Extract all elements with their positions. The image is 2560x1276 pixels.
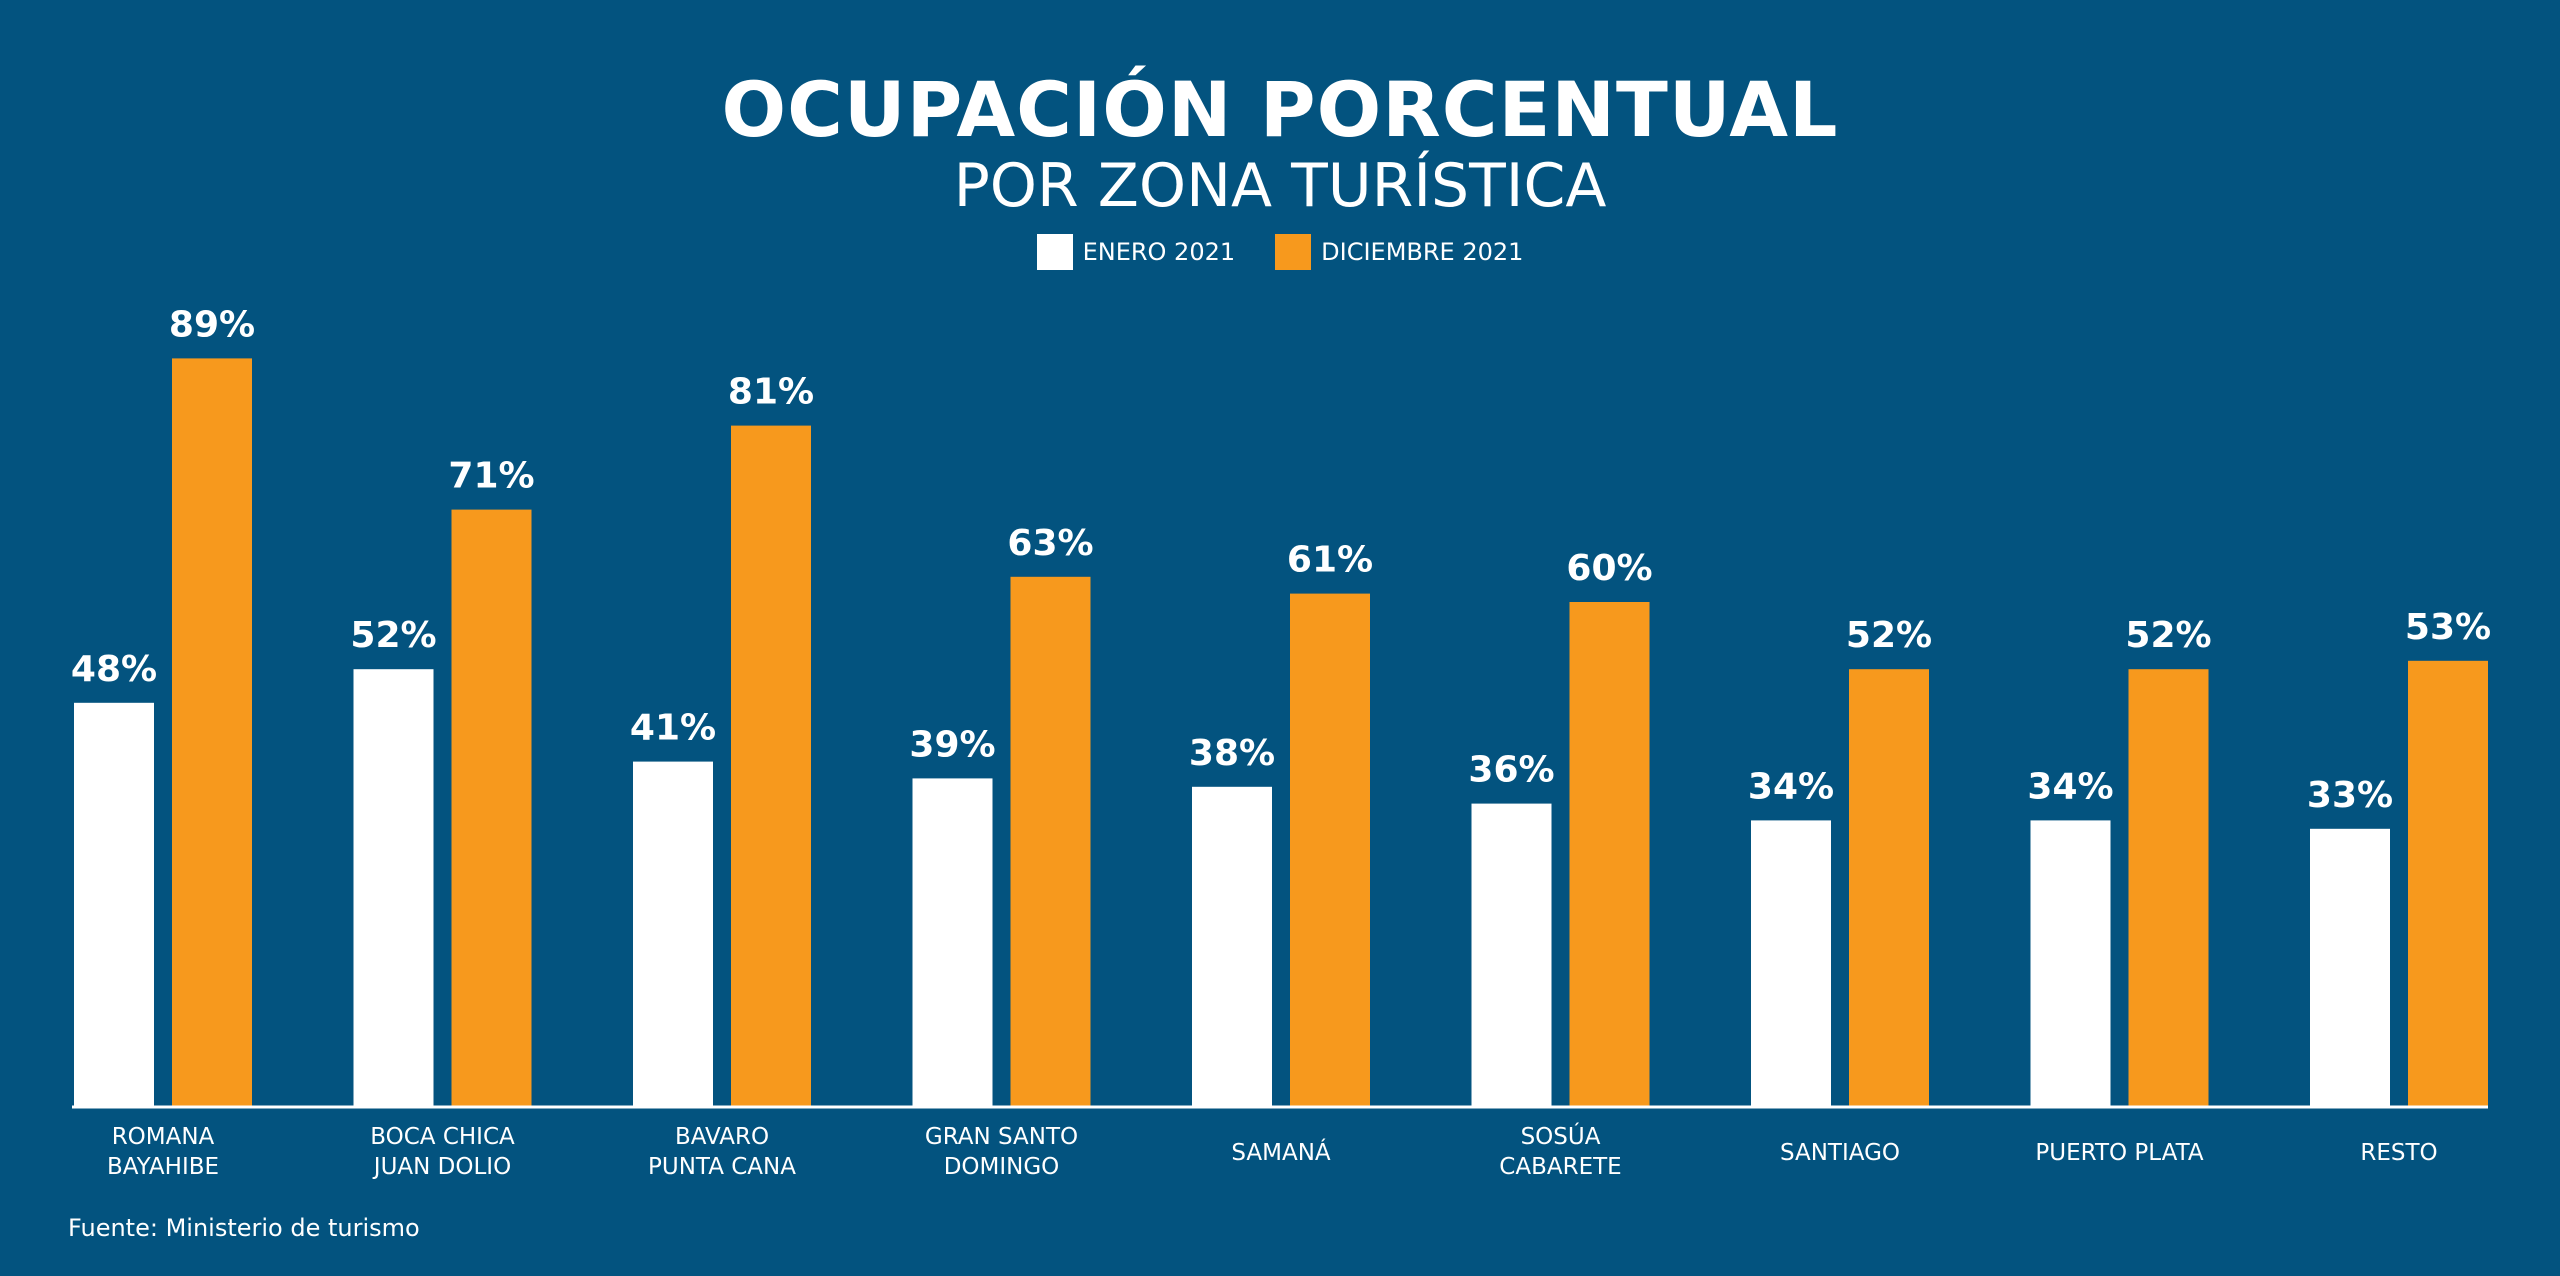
data-label-enero-8: 33%	[2307, 775, 2393, 816]
data-label-enero-4: 38%	[1189, 733, 1275, 774]
data-label-diciembre-8: 53%	[2405, 607, 2491, 648]
bar-diciembre-7	[2128, 669, 2209, 1106]
data-label-diciembre-4: 61%	[1287, 540, 1373, 581]
bar-enero-2	[633, 761, 713, 1106]
category-label-1-0: BOCA CHICA	[370, 1124, 515, 1150]
category-label-0-1: BAYAHIBE	[107, 1154, 219, 1180]
bar-enero-8	[2310, 828, 2390, 1106]
bar-enero-6	[1751, 820, 1831, 1106]
data-label-enero-3: 39%	[909, 724, 995, 765]
category-label-5-1: CABARETE	[1499, 1154, 1621, 1180]
category-label-4-0: SAMANÁ	[1231, 1138, 1331, 1166]
data-label-enero-6: 34%	[1748, 766, 1834, 807]
bar-diciembre-8	[2408, 660, 2488, 1106]
category-label-5-0: SOSÚA	[1521, 1122, 1601, 1150]
bar-diciembre-0	[172, 358, 252, 1106]
data-label-diciembre-1: 71%	[448, 456, 534, 497]
bar-diciembre-2	[731, 425, 811, 1107]
bar-diciembre-6	[1849, 669, 1929, 1106]
legend-swatch-enero	[1036, 234, 1073, 270]
source-note: Fuente: Ministerio de turismo	[68, 1214, 420, 1242]
legend-item-enero: ENERO 2021	[1036, 234, 1236, 270]
legend-swatch-diciembre	[1275, 234, 1312, 270]
category-label-2-0: BAVARO	[675, 1124, 769, 1150]
bar-diciembre-3	[1010, 576, 1091, 1106]
category-label-0-0: ROMANA	[112, 1124, 215, 1150]
data-label-diciembre-0: 89%	[169, 304, 255, 345]
data-label-diciembre-3: 63%	[1007, 523, 1093, 564]
data-label-enero-5: 36%	[1468, 750, 1554, 791]
bar-enero-7	[2030, 820, 2111, 1106]
category-label-8-0: RESTO	[2360, 1140, 2437, 1166]
data-label-diciembre-5: 60%	[1566, 548, 1652, 589]
legend-item-diciembre: DICIEMBRE 2021	[1275, 234, 1523, 270]
data-label-enero-1: 52%	[350, 615, 436, 656]
category-label-2-1: PUNTA CANA	[648, 1154, 796, 1180]
category-label-7-0: PUERTO PLATA	[2035, 1140, 2203, 1166]
bar-enero-0	[74, 702, 154, 1106]
data-label-enero-7: 34%	[2027, 766, 2113, 807]
legend: ENERO 2021 DICIEMBRE 2021	[0, 234, 2560, 270]
bar-enero-5	[1471, 803, 1552, 1106]
data-label-enero-2: 41%	[630, 708, 716, 749]
legend-label-enero: ENERO 2021	[1082, 238, 1236, 266]
category-label-3-0: GRAN SANTO	[925, 1124, 1078, 1150]
bar-diciembre-5	[1569, 602, 1650, 1106]
chart-subtitle: POR ZONA TURÍSTICA	[953, 151, 1607, 221]
bar-enero-1	[353, 669, 434, 1106]
category-label-6-0: SANTIAGO	[1780, 1140, 1900, 1166]
data-label-diciembre-2: 81%	[728, 372, 814, 413]
bar-enero-4	[1192, 786, 1272, 1106]
legend-label-diciembre: DICIEMBRE 2021	[1321, 238, 1524, 266]
data-label-diciembre-6: 52%	[1846, 615, 1932, 656]
category-label-1-1: JUAN DOLIO	[372, 1154, 511, 1180]
data-label-diciembre-7: 52%	[2125, 615, 2211, 656]
data-label-enero-0: 48%	[71, 649, 157, 690]
category-label-3-1: DOMINGO	[944, 1154, 1060, 1180]
chart-title: OCUPACIÓN PORCENTUAL	[721, 65, 1839, 154]
bar-diciembre-1	[451, 509, 532, 1107]
bar-enero-3	[912, 778, 993, 1106]
bar-diciembre-4	[1290, 593, 1370, 1106]
